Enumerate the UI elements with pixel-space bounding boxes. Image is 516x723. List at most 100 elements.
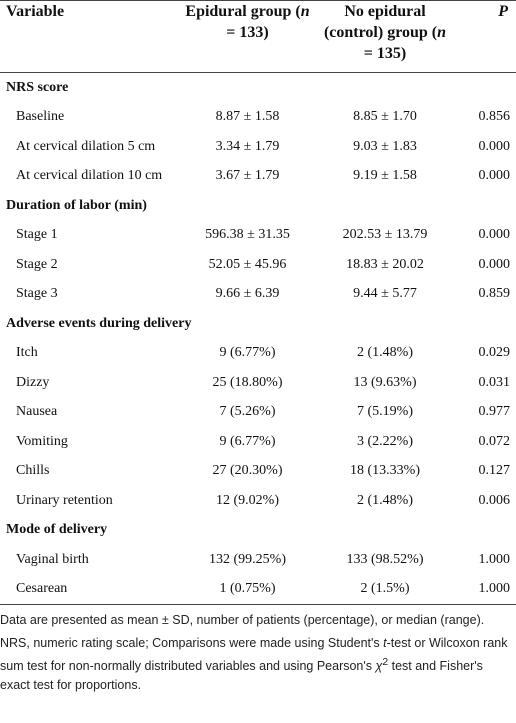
cell: 8.85 ± 1.70 (353, 109, 417, 125)
cell: 0.127 (478, 463, 511, 479)
cell: Chills (16, 463, 50, 479)
data-row: Stage 2 52.05 ± 45.96 18.83 ± 20.02 0.000 (0, 250, 516, 280)
header-cell: No epidural (control) group (n = 135) (315, 0, 455, 73)
section-row: Duration of labor (min) (0, 191, 516, 221)
section-row: Mode of delivery (0, 516, 516, 546)
cell: 18 (13.33%) (350, 463, 420, 479)
header-text: = 135) (363, 45, 407, 62)
header-text: P (498, 3, 508, 20)
table-body: NRS score Baseline 8.87 ± 1.58 8.85 ± 1.70 0… (0, 73, 516, 605)
cell: 9 (6.77%) (219, 345, 276, 361)
cell: Vaginal birth (16, 551, 89, 567)
cell: 0.006 (478, 492, 511, 508)
footnote-text: -test or Wilcoxon rank sum test for non-… (0, 636, 508, 674)
data-row: Baseline 8.87 ± 1.58 8.85 ± 1.70 0.856 (0, 103, 516, 133)
section-title: NRS score (6, 79, 69, 95)
cell: 1.000 (455, 574, 516, 605)
cell: 0.859 (478, 286, 511, 302)
footnote: Data are presented as mean ± SD, number … (0, 613, 485, 627)
cell: 1 (0.75%) (180, 574, 315, 605)
data-row: Dizzy 25 (18.80%) 13 (9.63%) 0.031 (0, 368, 516, 398)
cell: 9.19 ± 1.58 (353, 168, 417, 184)
data-row: Vomiting 9 (6.77%) 3 (2.22%) 0.072 (0, 427, 516, 457)
cell: 2 (1.48%) (357, 492, 413, 508)
header-text: n (300, 3, 310, 20)
cell: Cesarean (0, 574, 180, 605)
cell: 3.67 ± 1.79 (215, 168, 280, 184)
cell: 596.38 ± 31.35 (205, 227, 290, 243)
header-text: No epidural (control) group ( (323, 3, 438, 41)
data-row: Cesarean 1 (0.75%) 2 (1.5%) 1.000 (0, 574, 516, 605)
data-row: At cervical dilation 10 cm 3.67 ± 1.79 9.1… (0, 162, 516, 192)
section-title: Duration of labor (min) (6, 197, 147, 213)
cell: 0.029 (478, 345, 511, 361)
cell: 0.000 (478, 138, 511, 154)
data-row: Vaginal birth 132 (99.25%) 133 (98.52%) 1.0… (0, 545, 516, 575)
cell: 2 (1.48%) (357, 345, 413, 361)
footnotes: Data are presented as mean ± SD, number … (0, 605, 516, 695)
footnote-text: NRS, numeric rating scale; Comparisons w… (0, 636, 384, 650)
section-title: Mode of delivery (6, 522, 108, 538)
cell: 3.34 ± 1.79 (215, 138, 280, 154)
cell: 8.87 ± 1.58 (215, 109, 280, 125)
footnote-text: 2 (382, 657, 389, 668)
header-cell: P (455, 0, 516, 73)
table-header: Variable Epidural group (n = 133) No epi… (0, 0, 516, 73)
cell: 2 (1.5%) (315, 574, 455, 605)
cell: 27 (20.30%) (212, 463, 283, 479)
cell: 12 (9.02%) (216, 492, 279, 508)
header-cell: Variable (0, 0, 180, 73)
cell: 133 (98.52%) (346, 551, 424, 567)
data-row: At cervical dilation 5 cm 3.34 ± 1.79 9.03… (0, 132, 516, 162)
section-title: Adverse events during delivery (6, 315, 192, 331)
header-text: = 133) (226, 24, 269, 41)
data-row: Chills 27 (20.30%) 18 (13.33%) 0.127 (0, 457, 516, 487)
cell: Baseline (16, 109, 65, 125)
section-row: Adverse events during delivery (0, 309, 516, 339)
cell: Stage 3 (16, 286, 58, 302)
cell: 18.83 ± 20.02 (346, 256, 424, 272)
footnote: NRS, numeric rating scale; Comparisons w… (0, 634, 510, 695)
cell: 9.66 ± 6.39 (215, 286, 280, 302)
cell: 0.000 (478, 227, 511, 243)
data-row: Stage 3 9.66 ± 6.39 9.44 ± 5.77 0.859 (0, 280, 516, 310)
cell: Stage 2 (16, 256, 58, 272)
cell: 9.03 ± 1.83 (353, 138, 417, 154)
footnote-text: test and Fisher's exact test for proport… (0, 659, 483, 693)
cell: 0.072 (478, 433, 511, 449)
cell: 132 (99.25%) (209, 551, 286, 567)
cell: 0.031 (478, 374, 511, 390)
cell: 0.856 (478, 109, 511, 125)
cell: Itch (16, 345, 38, 361)
header-text: Epidural group ( (185, 3, 301, 20)
cell: At cervical dilation 10 cm (16, 168, 163, 184)
cell: 7 (5.19%) (357, 404, 413, 420)
cell: Vomiting (16, 433, 68, 449)
cell: 13 (9.63%) (353, 374, 417, 390)
cell: 3 (2.22%) (357, 433, 413, 449)
header-cell: Epidural group (n = 133) (180, 0, 315, 73)
cell: 25 (18.80%) (212, 374, 283, 390)
cell: 52.05 ± 45.96 (208, 256, 287, 272)
cell: Dizzy (16, 374, 50, 390)
footnote-text: χ (375, 659, 383, 674)
data-row: Nausea 7 (5.26%) 7 (5.19%) 0.977 (0, 398, 516, 428)
cell: 0.000 (478, 168, 511, 184)
cell: 202.53 ± 13.79 (342, 227, 428, 243)
data-row: Urinary retention 12 (9.02%) 2 (1.48%) 0.00… (0, 486, 516, 516)
data-row: Stage 1 596.38 ± 31.35 202.53 ± 13.79 0.000 (0, 221, 516, 251)
cell: 1.000 (478, 551, 511, 567)
results-table: Variable Epidural group (n = 133) No epi… (0, 0, 516, 605)
cell: 0.000 (478, 256, 511, 272)
cell: At cervical dilation 5 cm (16, 138, 156, 154)
header-text: n (437, 24, 447, 41)
section-row: NRS score (0, 73, 516, 103)
cell: 0.977 (478, 404, 511, 420)
cell: 7 (5.26%) (219, 404, 276, 420)
cell: Urinary retention (16, 492, 113, 508)
cell: Nausea (16, 404, 58, 420)
footnote-text: t (383, 636, 387, 650)
cell: 9 (6.77%) (219, 433, 276, 449)
cell: 9.44 ± 5.77 (353, 286, 417, 302)
